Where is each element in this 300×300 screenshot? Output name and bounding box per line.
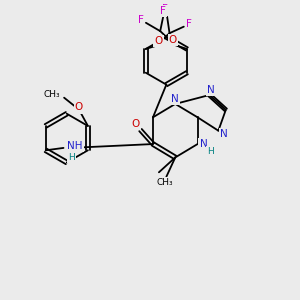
Text: F: F (160, 6, 166, 16)
Text: O: O (169, 35, 177, 45)
Text: N: N (220, 129, 228, 139)
Text: O: O (132, 119, 140, 129)
Text: N: N (207, 85, 215, 95)
Text: N: N (200, 139, 207, 149)
Text: O: O (75, 103, 83, 112)
Text: CH₃: CH₃ (157, 178, 173, 187)
Text: H: H (69, 153, 75, 162)
Text: H: H (207, 147, 213, 156)
Text: F: F (138, 15, 143, 26)
Text: F: F (162, 4, 168, 14)
Text: NH: NH (68, 140, 83, 151)
Text: N: N (171, 94, 179, 103)
Text: O: O (154, 36, 163, 46)
Text: F: F (186, 19, 192, 29)
Text: CH₃: CH₃ (43, 90, 60, 99)
